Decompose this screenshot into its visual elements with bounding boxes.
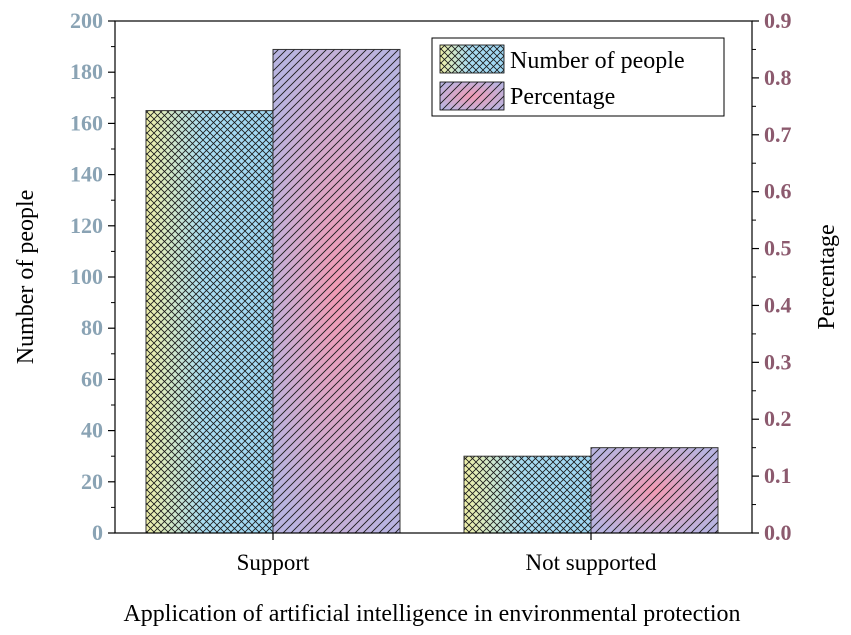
right-tick-label: 0.4	[764, 292, 792, 317]
left-tick-label: 200	[70, 8, 103, 33]
category-axis-ticks: Support Not supported	[237, 533, 657, 575]
right-tick-label: 0.3	[764, 349, 792, 374]
right-axis-ticks: 0.0 0.1 0.2 0.3 0.4 0.5 0.6 0.7 0.8 0.9	[752, 8, 792, 545]
right-tick-label: 0.1	[764, 463, 792, 488]
left-tick-label: 20	[81, 469, 103, 494]
y-axis-left-title: Number of people	[13, 190, 39, 365]
right-tick-label: 0.7	[764, 122, 792, 147]
left-tick-label: 120	[70, 213, 103, 238]
bars-layer	[145, 48, 719, 534]
legend-swatch-number-hatch	[440, 45, 504, 73]
legend-swatch-percentage-hatch	[440, 82, 504, 110]
bar-percentage-support-hatch	[272, 48, 401, 534]
legend-label-percentage: Percentage	[510, 84, 615, 110]
category-label: Not supported	[526, 550, 657, 575]
legend-label-number: Number of people	[510, 48, 685, 74]
category-label: Support	[237, 550, 310, 575]
left-tick-label: 100	[70, 264, 103, 289]
left-tick-label: 60	[81, 366, 103, 391]
left-tick-label: 180	[70, 59, 103, 84]
right-tick-label: 0.8	[764, 65, 792, 90]
legend: Number of people Percentage	[431, 37, 725, 117]
right-tick-label: 0.5	[764, 236, 792, 261]
left-tick-label: 0	[92, 520, 103, 545]
right-tick-label: 0.0	[764, 520, 792, 545]
right-tick-label: 0.6	[764, 179, 792, 204]
left-tick-label: 40	[81, 418, 103, 443]
right-tick-label: 0.9	[764, 8, 792, 33]
bar-number-support-hatch	[145, 110, 274, 534]
left-tick-label: 80	[81, 315, 103, 340]
x-axis-title: Application of artificial intelligence i…	[123, 601, 740, 627]
right-tick-label: 0.2	[764, 406, 792, 431]
left-tick-label: 140	[70, 162, 103, 187]
bar-percentage-not-supported-hatch	[590, 447, 719, 534]
left-axis-ticks: 0 20 40 60 80 100 120 140 160 180 200	[70, 8, 115, 545]
y-axis-right-title: Percentage	[814, 224, 840, 329]
bar-number-not-supported-hatch	[463, 455, 592, 534]
left-tick-label: 160	[70, 110, 103, 135]
